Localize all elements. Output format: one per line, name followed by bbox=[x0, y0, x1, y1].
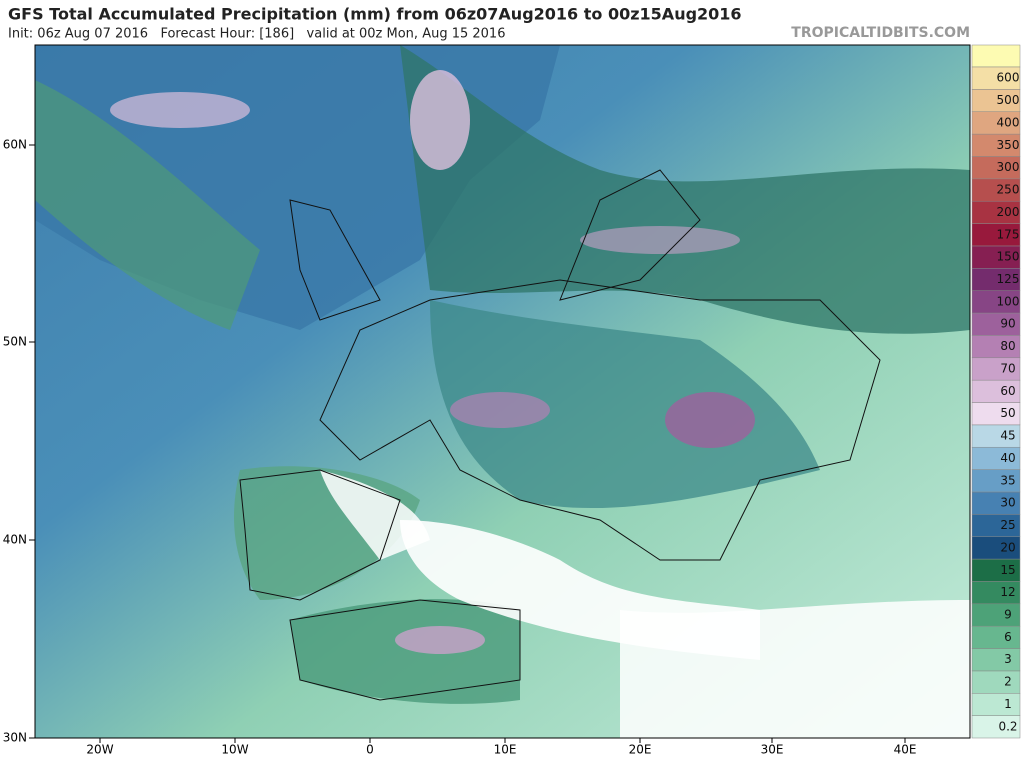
colorbar-box bbox=[971, 625, 1021, 649]
colorbar-label: 1 bbox=[1004, 697, 1012, 711]
colorbar-box bbox=[971, 693, 1021, 716]
colorbar-top-box bbox=[971, 44, 1021, 68]
colorbar-label: 9 bbox=[1004, 607, 1012, 621]
precip-europe bbox=[400, 45, 970, 334]
lon-label: 40E bbox=[894, 743, 917, 757]
map-frame bbox=[34, 44, 971, 739]
map bbox=[34, 44, 971, 739]
colorbar-label: 150 bbox=[997, 250, 1020, 264]
lon-label: 10W bbox=[221, 743, 248, 757]
precip-max-atlas bbox=[395, 626, 485, 654]
colorbar-label: 80 bbox=[1000, 339, 1015, 353]
precip-max-atlantic bbox=[110, 92, 250, 128]
precip-atlas bbox=[290, 599, 520, 704]
coastlines bbox=[239, 169, 881, 701]
colorbar-box bbox=[971, 670, 1021, 694]
lat-label: 40N bbox=[3, 533, 27, 547]
axes: 60N 50N 40N 30N 20W 10W 0 10E 20E 30E 40E bbox=[3, 138, 917, 757]
lon-label: 20E bbox=[629, 743, 652, 757]
colorbar-label: 45 bbox=[1000, 429, 1015, 443]
colorbar-box bbox=[971, 603, 1021, 627]
colorbar-label: 25 bbox=[1000, 518, 1015, 532]
colorbar-label: 100 bbox=[997, 294, 1020, 308]
lon-label: 30E bbox=[761, 743, 784, 757]
colorbar-label: 12 bbox=[1000, 585, 1015, 599]
precip-dry-africa bbox=[620, 600, 970, 738]
lon-label: 0 bbox=[366, 743, 374, 757]
subtitle: Init: 06z Aug 07 2016 Forecast Hour: [18… bbox=[8, 27, 505, 42]
colorbar-label: 600 bbox=[997, 71, 1020, 85]
colorbar-label: 500 bbox=[997, 93, 1020, 107]
colorbar-label: 20 bbox=[1000, 540, 1015, 554]
colorbar-box bbox=[971, 648, 1021, 672]
lat-label: 60N bbox=[3, 138, 27, 152]
precip-green-band bbox=[35, 80, 260, 330]
precip-max-carpathians bbox=[665, 392, 755, 448]
colorbar-label: 200 bbox=[997, 205, 1020, 219]
precip-max-baltic bbox=[580, 226, 740, 254]
colorbar-label: 60 bbox=[1000, 384, 1015, 398]
lon-label: 10E bbox=[494, 743, 517, 757]
colorbar-label: 6 bbox=[1004, 630, 1012, 644]
colorbar-label: 35 bbox=[1000, 473, 1015, 487]
colorbar-label: 175 bbox=[997, 227, 1020, 241]
precip-max-norway bbox=[410, 70, 470, 170]
colorbar-label: 70 bbox=[1000, 361, 1015, 375]
watermark: TROPICALTIDBITS.COM bbox=[791, 25, 970, 41]
lat-label: 50N bbox=[3, 335, 27, 349]
colorbar-label: 3 bbox=[1004, 652, 1012, 666]
colorbar-label: 50 bbox=[1000, 406, 1015, 420]
colorbar-label: 350 bbox=[997, 138, 1020, 152]
colorbar-label: 400 bbox=[997, 115, 1020, 129]
colorbar-label: 40 bbox=[1000, 451, 1015, 465]
colorbar: 0.21236912152025303540455060708090100125… bbox=[971, 44, 1021, 739]
colorbar-label: 90 bbox=[1000, 317, 1015, 331]
colorbar-label: 30 bbox=[1000, 496, 1015, 510]
colorbar-label: 0.2 bbox=[998, 719, 1017, 733]
title: GFS Total Accumulated Precipitation (mm)… bbox=[8, 5, 742, 24]
colorbar-label: 125 bbox=[997, 272, 1020, 286]
colorbar-label: 2 bbox=[1004, 675, 1012, 689]
colorbar-label: 15 bbox=[1000, 563, 1015, 577]
precip-max-alps bbox=[450, 392, 550, 428]
lat-label: 30N bbox=[3, 731, 27, 745]
precip-dry-spain bbox=[320, 470, 430, 560]
precip-central bbox=[430, 300, 820, 509]
colorbar-label: 300 bbox=[997, 160, 1020, 174]
lon-label: 20W bbox=[86, 743, 113, 757]
colorbar-box bbox=[971, 66, 1021, 90]
colorbar-label: 250 bbox=[997, 183, 1020, 197]
